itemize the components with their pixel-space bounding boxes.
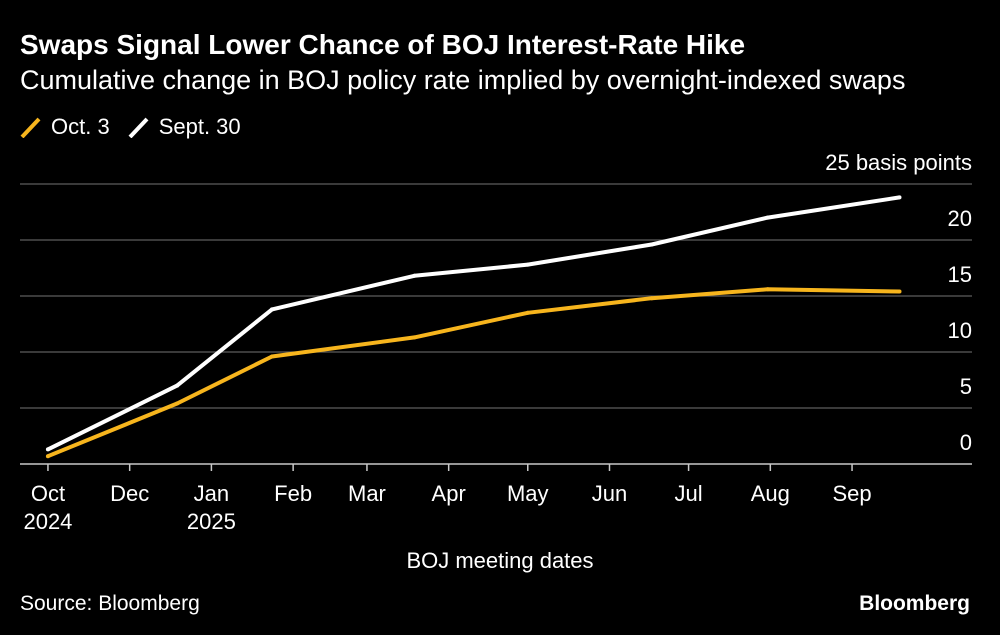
chart-subtitle: Cumulative change in BOJ policy rate imp… bbox=[20, 65, 906, 95]
gridlines bbox=[20, 183, 972, 465]
data-point-oct-3 bbox=[525, 310, 530, 315]
data-point-oct-3 bbox=[897, 289, 902, 294]
legend-swatch-sept-30 bbox=[128, 117, 149, 138]
data-point-oct-3 bbox=[175, 401, 180, 406]
legend-swatch-stroke bbox=[128, 117, 149, 138]
series-oct-3 bbox=[45, 287, 902, 459]
x-tick-year-label: 2024 bbox=[23, 509, 72, 534]
x-axis: Oct 2024 Dec Jan 2025 Feb Mar Apr May Jun Jul Aug Se… bbox=[23, 464, 872, 534]
source-note: Source: Bloomberg bbox=[20, 592, 200, 615]
series-sept-30 bbox=[45, 195, 902, 452]
x-tick-label: May bbox=[507, 481, 549, 506]
data-point-oct-3 bbox=[270, 354, 274, 359]
data-point-sept-30 bbox=[897, 195, 902, 200]
y-tick-label: 15 bbox=[948, 262, 972, 287]
legend-item-sept-30: Sept. 30 bbox=[128, 114, 241, 140]
data-point-sept-30 bbox=[525, 262, 530, 267]
y-tick-label: 10 bbox=[948, 318, 972, 343]
y-tick-label: 0 bbox=[960, 430, 972, 455]
series bbox=[45, 195, 902, 459]
data-point-sept-30 bbox=[45, 447, 50, 452]
series-line-oct-3 bbox=[47, 287, 900, 459]
x-tick-label: Apr bbox=[432, 481, 466, 506]
legend-label-sept-30: Sept. 30 bbox=[158, 114, 241, 139]
data-point-oct-3 bbox=[45, 454, 50, 459]
legend-swatch-stroke bbox=[20, 117, 41, 138]
legend-swatch-oct-3 bbox=[20, 117, 41, 138]
data-point-oct-3 bbox=[765, 287, 770, 292]
x-tick-label: Mar bbox=[348, 481, 386, 506]
x-tick-label: Sep bbox=[832, 481, 871, 506]
data-point-sept-30 bbox=[649, 242, 654, 247]
x-tick-label: Aug bbox=[751, 481, 790, 506]
legend: Oct. 3 Sept. 30 bbox=[20, 114, 259, 140]
x-tick-year-label: 2025 bbox=[187, 509, 236, 534]
y-axis: 0 5 10 15 20 25 basis points bbox=[825, 150, 972, 455]
y-tick-label: 5 bbox=[960, 374, 972, 399]
y-tick-label: 25 basis points bbox=[825, 150, 972, 175]
bloomberg-logo: Bloomberg bbox=[859, 592, 970, 615]
data-point-sept-30 bbox=[270, 307, 274, 312]
x-tick-label: Jun bbox=[592, 481, 627, 506]
x-tick-label: Feb bbox=[274, 481, 312, 506]
series-line-sept-30 bbox=[47, 195, 900, 452]
x-tick-label: Oct bbox=[31, 481, 65, 506]
data-point-oct-3 bbox=[412, 335, 417, 340]
data-point-sept-30 bbox=[765, 215, 770, 220]
x-tick-label: Jul bbox=[675, 481, 703, 506]
legend-label-oct-3: Oct. 3 bbox=[51, 114, 110, 139]
x-tick-label: Dec bbox=[110, 481, 149, 506]
chart-title: Swaps Signal Lower Chance of BOJ Interes… bbox=[20, 29, 746, 60]
x-axis-title: BOJ meeting dates bbox=[406, 548, 593, 573]
data-point-sept-30 bbox=[175, 383, 180, 388]
y-tick-label: 20 bbox=[948, 206, 972, 231]
data-point-oct-3 bbox=[649, 296, 654, 301]
x-tick-label: Jan bbox=[194, 481, 229, 506]
data-point-sept-30 bbox=[412, 273, 417, 278]
legend-item-oct-3: Oct. 3 bbox=[20, 114, 110, 140]
